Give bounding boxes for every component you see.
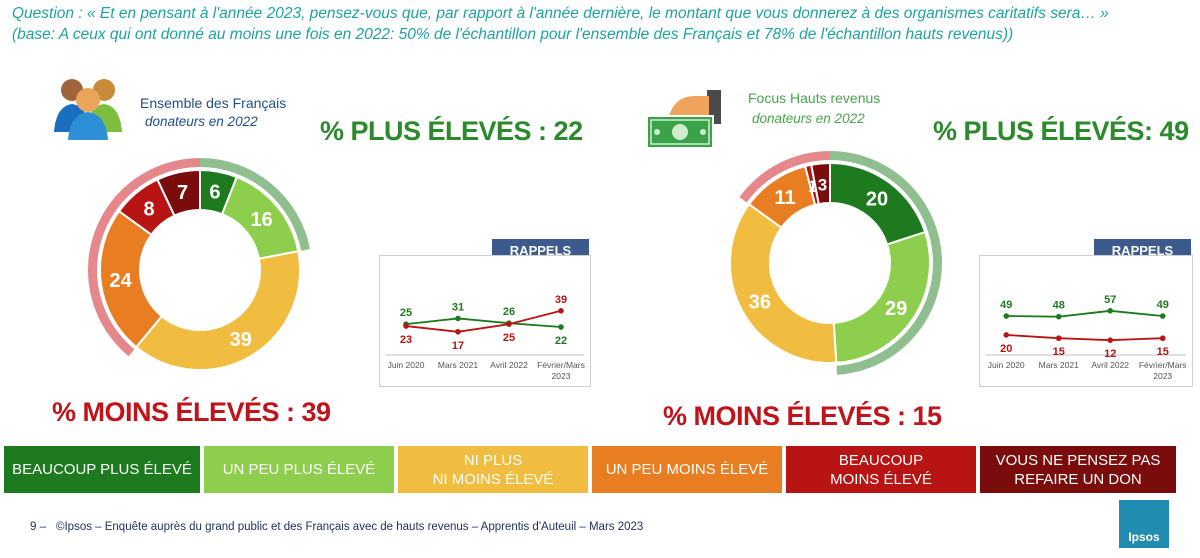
left-slice-label: 24 [110,270,133,292]
left-slice-label: 39 [230,329,252,351]
legend-label: UN PEU MOINS ÉLEVÉ [605,461,769,478]
left-trend-value: 23 [400,334,412,346]
left-trend-value: 17 [452,340,464,352]
right-trend-tick-label: 2023 [1153,371,1172,381]
left-trend-point [455,315,461,322]
question-text: Question : « Et en pensant à l'année 202… [12,5,1109,22]
left-moins-label: % MOINS ÉLEVÉS : 39 [52,397,331,427]
left-slice-ne-pense-pas [156,168,201,218]
right-trend-value: 15 [1053,346,1065,358]
left-plus-arc [200,158,311,251]
left-donut-chart: 6 16 39 24 8 7 [87,158,311,371]
left-trend-value: 22 [555,335,567,347]
right-panel-title: Focus Hauts revenus [748,90,881,106]
left-slice-label: 16 [251,209,273,231]
right-slice-un-peu-plus [832,230,931,364]
left-trend-point [506,321,512,327]
right-trend-value: 15 [1157,346,1169,358]
right-trend-point [1159,313,1166,319]
right-trend-tick-label: Juin 2020 [988,360,1025,370]
legend-label: VOUS NE PENSEZ PAS REFAIRE UN DON [995,451,1161,488]
right-moins-arc [739,151,830,203]
left-plus-label: % PLUS ÉLEVÉS : 22 [320,116,583,146]
left-trend-value: 25 [503,332,515,344]
ipsos-logo: Ipsos [1119,500,1169,548]
right-trend-point [1107,337,1114,343]
right-slice-label: 36 [749,292,771,314]
left-trend-point [455,328,461,335]
footer-page-number: 9 – [30,521,46,533]
left-trend-line-moins [405,309,562,333]
legend-label: BEAUCOUP PLUS ÉLEVÉ [12,461,192,478]
left-slice-label: 8 [143,198,154,220]
right-trend-point [1055,335,1062,342]
right-trend-point [1107,308,1114,314]
right-trend-point [1159,335,1166,342]
legend-item-beaucoup-plus: BEAUCOUP PLUS ÉLEVÉ [4,446,200,493]
money-hand-icon [646,90,721,149]
right-plus-label: % PLUS ÉLEVÉS: 49 [933,116,1189,146]
legend-label: BEAUCOUP MOINS ÉLEVÉ [830,451,932,488]
left-trend-point [403,323,409,329]
legend: BEAUCOUP PLUS ÉLEVÉ UN PEU PLUS ÉLEVÉ NI P… [4,446,1196,493]
right-panel-subtitle: donateurs en 2022 [752,111,865,126]
right-trend-value: 57 [1104,294,1116,306]
left-trend-point [558,324,564,330]
right-trend-line-moins [1006,334,1163,342]
left-trend-chart: 25 31 26 22 23 17 25 39 Juin 2020 Mars 2021 Avril … [386,294,585,381]
ipsos-logo-text: Ipsos [1128,530,1160,544]
right-trend-tick-label: Mars 2021 [1039,360,1079,370]
left-trend-tick-label: Février/Mars [537,360,585,370]
left-panel-subtitle: donateurs en 2022 [145,114,258,129]
right-trend-point [1003,332,1010,338]
legend-item-un-peu-moins: UN PEU MOINS ÉLEVÉ [592,446,782,493]
footer-text: ©Ipsos – Enquête auprès du grand public … [56,521,644,533]
left-moins-arc [87,158,200,357]
left-trend-value: 31 [452,301,464,313]
left-slice-label: 6 [209,181,220,203]
right-trend-line-plus [1006,309,1163,318]
right-slice-ni-plus-ni-moins [729,202,838,364]
left-trend-box: 25 31 26 22 23 17 25 39 Juin 2020 Mars 2021 Avril … [379,255,591,387]
legend-label: UN PEU PLUS ÉLEVÉ [222,461,376,478]
right-slice-label: 29 [885,298,907,320]
left-trend-tick-label: Juin 2020 [388,360,425,370]
right-trend-value: 49 [1000,299,1012,311]
right-trend-value: 20 [1000,343,1012,355]
right-trend-point [1055,313,1062,320]
left-trend-value: 39 [555,294,567,306]
left-trend-point [558,308,564,314]
left-trend-value: 26 [503,306,515,318]
left-slice-ni-plus-ni-moins [134,250,301,371]
right-trend-chart: 49 48 57 49 20 15 12 15 Juin 2020 Mars 2021 Avril … [986,294,1187,381]
left-trend-tick-label: Mars 2021 [438,360,478,370]
right-slice-label: 1 [808,177,817,196]
legend-item-ne-pense-pas: VOUS NE PENSEZ PAS REFAIRE UN DON [980,446,1176,493]
right-slice-label: 20 [866,188,888,210]
legend-item-un-peu-plus: UN PEU PLUS ÉLEVÉ [204,446,394,493]
right-trend-value: 48 [1053,300,1065,312]
people-icon [54,79,122,140]
legend-item-ni-plus-ni-moins: NI PLUS NI MOINS ÉLEVÉ [398,446,588,493]
left-trend-line-plus [405,317,562,328]
legend-item-beaucoup-moins: BEAUCOUP MOINS ÉLEVÉ [786,446,976,493]
legend-label: NI PLUS NI MOINS ÉLEVÉ [432,451,554,488]
left-trend-value: 25 [400,307,412,319]
base-text: (base: A ceux qui ont donné au moins une… [12,26,1014,43]
left-trend-tick-label: Avril 2022 [490,360,528,370]
right-slice-ne-pense-pas [810,161,831,206]
right-slice-label: 11 [774,187,795,209]
right-trend-value: 12 [1104,348,1116,360]
right-trend-box: 49 48 57 49 20 15 12 15 Juin 2020 Mars 2021 Avril … [979,255,1193,387]
left-slice-label: 7 [177,182,188,204]
right-moins-label: % MOINS ÉLEVÉS : 15 [663,401,942,431]
right-trend-point [1003,313,1010,319]
left-panel-title: Ensemble des Français [140,95,287,111]
right-trend-tick-label: Février/Mars [1139,360,1187,370]
right-trend-value: 49 [1157,299,1169,311]
left-trend-tick-label: 2023 [552,371,571,381]
right-slice-label: 3 [818,175,827,194]
right-trend-tick-label: Avril 2022 [1091,360,1129,370]
